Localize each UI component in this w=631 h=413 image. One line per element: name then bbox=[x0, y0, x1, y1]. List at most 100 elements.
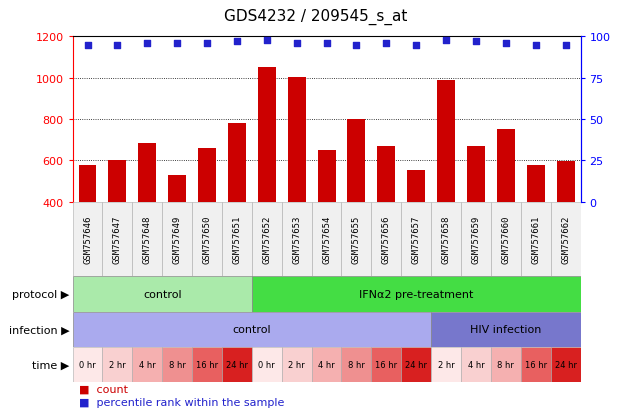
Text: IFNα2 pre-treatment: IFNα2 pre-treatment bbox=[359, 289, 473, 299]
Point bbox=[381, 40, 391, 47]
Bar bbox=[527, 165, 545, 285]
Bar bbox=[228, 124, 246, 285]
Text: GSM757649: GSM757649 bbox=[173, 216, 182, 263]
Bar bbox=[73, 312, 431, 347]
Point bbox=[471, 39, 481, 45]
Bar bbox=[317, 151, 336, 285]
Text: 2 hr: 2 hr bbox=[109, 360, 126, 369]
Point bbox=[531, 42, 541, 49]
Text: 4 hr: 4 hr bbox=[139, 360, 156, 369]
Text: 4 hr: 4 hr bbox=[318, 360, 335, 369]
Text: 8 hr: 8 hr bbox=[168, 360, 186, 369]
Point bbox=[142, 40, 152, 47]
Bar bbox=[461, 347, 491, 382]
Text: 8 hr: 8 hr bbox=[497, 360, 514, 369]
Bar bbox=[372, 202, 401, 277]
Bar bbox=[102, 347, 133, 382]
Text: 0 hr: 0 hr bbox=[79, 360, 96, 369]
Text: GSM757658: GSM757658 bbox=[442, 216, 451, 263]
Bar bbox=[192, 347, 222, 382]
Text: 16 hr: 16 hr bbox=[375, 360, 398, 369]
Bar bbox=[133, 347, 162, 382]
Text: 24 hr: 24 hr bbox=[555, 360, 577, 369]
Text: time ▶: time ▶ bbox=[32, 359, 69, 370]
Text: GSM757652: GSM757652 bbox=[262, 216, 271, 263]
Bar bbox=[467, 147, 485, 285]
Bar bbox=[557, 162, 575, 285]
Text: control: control bbox=[233, 324, 271, 335]
Point bbox=[501, 40, 511, 47]
Bar bbox=[138, 143, 156, 285]
Bar bbox=[73, 347, 102, 382]
Point bbox=[560, 42, 570, 49]
Text: GSM757656: GSM757656 bbox=[382, 216, 391, 263]
Point bbox=[322, 40, 332, 47]
Text: GSM757646: GSM757646 bbox=[83, 216, 92, 263]
Text: ■  count: ■ count bbox=[79, 384, 128, 394]
Text: ■  percentile rank within the sample: ■ percentile rank within the sample bbox=[79, 397, 284, 407]
Bar bbox=[431, 202, 461, 277]
Point bbox=[441, 37, 451, 44]
Bar bbox=[497, 130, 515, 285]
Bar bbox=[198, 149, 216, 285]
Bar bbox=[252, 347, 281, 382]
Point bbox=[292, 40, 302, 47]
Text: 2 hr: 2 hr bbox=[288, 360, 305, 369]
Bar bbox=[109, 161, 126, 285]
Bar bbox=[73, 202, 102, 277]
Text: 8 hr: 8 hr bbox=[348, 360, 365, 369]
Text: GSM757653: GSM757653 bbox=[292, 216, 301, 263]
Bar bbox=[491, 202, 521, 277]
Text: GDS4232 / 209545_s_at: GDS4232 / 209545_s_at bbox=[224, 9, 407, 25]
Text: GSM757662: GSM757662 bbox=[561, 216, 570, 263]
Text: 0 hr: 0 hr bbox=[259, 360, 275, 369]
Text: GSM757660: GSM757660 bbox=[501, 216, 510, 263]
Bar bbox=[341, 347, 372, 382]
Bar bbox=[102, 202, 133, 277]
Bar bbox=[252, 202, 281, 277]
Text: control: control bbox=[143, 289, 182, 299]
Bar bbox=[551, 202, 581, 277]
Bar bbox=[431, 347, 461, 382]
Bar bbox=[461, 202, 491, 277]
Point bbox=[262, 37, 272, 44]
Bar bbox=[162, 347, 192, 382]
Bar bbox=[437, 81, 455, 285]
Bar bbox=[222, 347, 252, 382]
Bar bbox=[491, 347, 521, 382]
Bar bbox=[162, 202, 192, 277]
Text: 4 hr: 4 hr bbox=[468, 360, 485, 369]
Text: infection ▶: infection ▶ bbox=[9, 324, 69, 335]
Text: 16 hr: 16 hr bbox=[196, 360, 218, 369]
Point bbox=[202, 40, 212, 47]
Bar bbox=[288, 78, 305, 285]
Bar bbox=[401, 202, 431, 277]
Bar bbox=[372, 347, 401, 382]
Point bbox=[351, 42, 362, 49]
Text: GSM757657: GSM757657 bbox=[411, 216, 421, 263]
Text: 24 hr: 24 hr bbox=[405, 360, 427, 369]
Bar bbox=[281, 202, 312, 277]
Point bbox=[232, 39, 242, 45]
Text: 2 hr: 2 hr bbox=[438, 360, 454, 369]
Bar bbox=[258, 68, 276, 285]
Text: 24 hr: 24 hr bbox=[226, 360, 248, 369]
Point bbox=[172, 40, 182, 47]
Bar bbox=[431, 312, 581, 347]
Point bbox=[83, 42, 93, 49]
Bar bbox=[133, 202, 162, 277]
Text: GSM757654: GSM757654 bbox=[322, 216, 331, 263]
Point bbox=[112, 42, 122, 49]
Text: protocol ▶: protocol ▶ bbox=[12, 289, 69, 299]
Text: GSM757661: GSM757661 bbox=[531, 216, 540, 263]
Bar bbox=[407, 170, 425, 285]
Bar bbox=[341, 202, 372, 277]
Bar bbox=[281, 347, 312, 382]
Text: GSM757655: GSM757655 bbox=[352, 216, 361, 263]
Bar bbox=[377, 147, 395, 285]
Bar bbox=[192, 202, 222, 277]
Text: GSM757648: GSM757648 bbox=[143, 216, 152, 263]
Bar bbox=[551, 347, 581, 382]
Text: 16 hr: 16 hr bbox=[524, 360, 547, 369]
Bar bbox=[521, 202, 551, 277]
